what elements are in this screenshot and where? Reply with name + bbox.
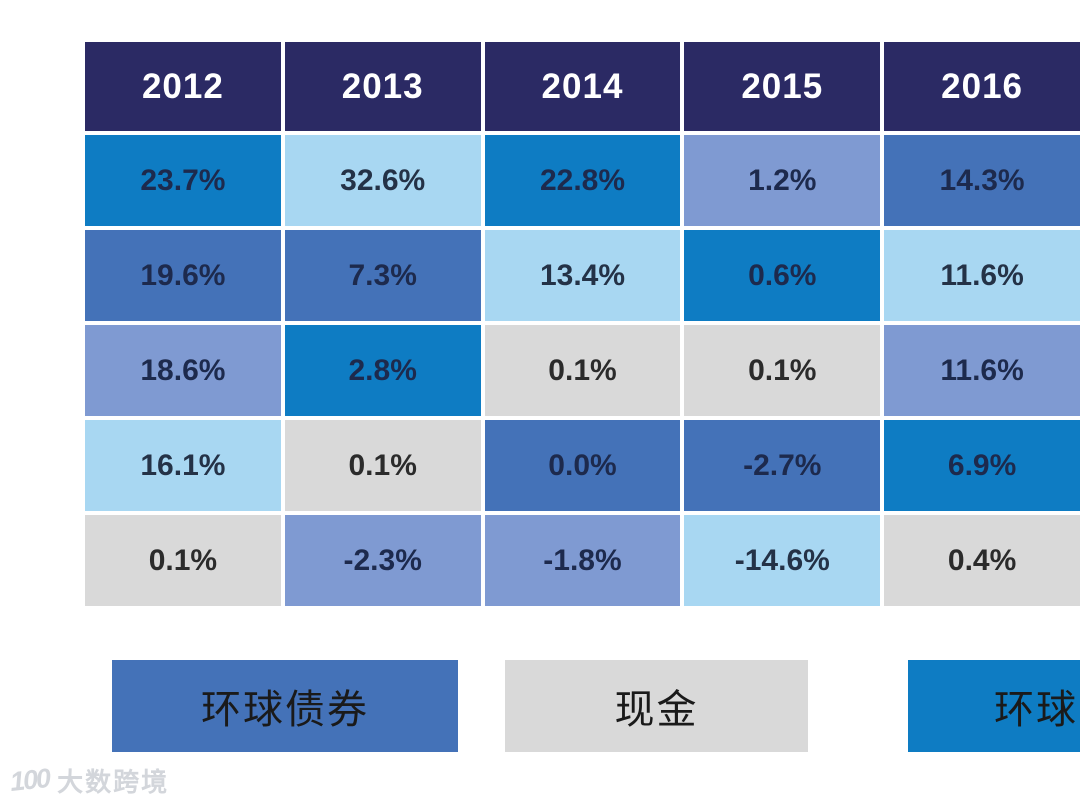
legend-item-global-bonds: 环球债券 [112,660,458,752]
return-cell: -2.7% [684,420,881,511]
return-cell: 7.3% [284,230,481,321]
return-cell: 0.1% [284,420,481,511]
return-cell: -1.8% [484,515,681,606]
year-header: 2012 [85,42,281,131]
legend-item-cash: 现金 [505,660,808,752]
watermark: 100 大数跨境 [8,762,170,799]
return-cell: 0.4% [884,515,1080,606]
return-cell: 2.8% [284,325,481,416]
return-cell: -2.3% [284,515,481,606]
return-cell: 16.1% [85,420,281,511]
return-cell: 22.8% [484,135,681,226]
return-cell: 0.0% [484,420,681,511]
return-cell: 19.6% [85,230,281,321]
return-cell: 0.1% [684,325,881,416]
return-cell: -14.6% [684,515,881,606]
return-cell: 32.6% [284,135,481,226]
returns-table: 2012 2013 2014 2015 2016 23.7% 32.6% 22.… [85,42,1080,606]
return-cell: 13.4% [484,230,681,321]
return-cell: 11.6% [884,325,1080,416]
year-header: 2014 [484,42,681,131]
return-cell: 0.1% [484,325,681,416]
year-header: 2013 [284,42,481,131]
watermark-logo-100: 100 [8,763,51,797]
year-header: 2016 [884,42,1080,131]
return-cell: 1.2% [684,135,881,226]
return-cell: 0.1% [85,515,281,606]
return-cell: 14.3% [884,135,1080,226]
return-cell: 23.7% [85,135,281,226]
return-cell: 0.6% [684,230,881,321]
return-cell: 6.9% [884,420,1080,511]
return-cell: 11.6% [884,230,1080,321]
legend-item-global-clipped: 环球 [908,660,1080,752]
return-cell: 18.6% [85,325,281,416]
watermark-text: 大数跨境 [57,767,170,797]
year-header: 2015 [684,42,881,131]
